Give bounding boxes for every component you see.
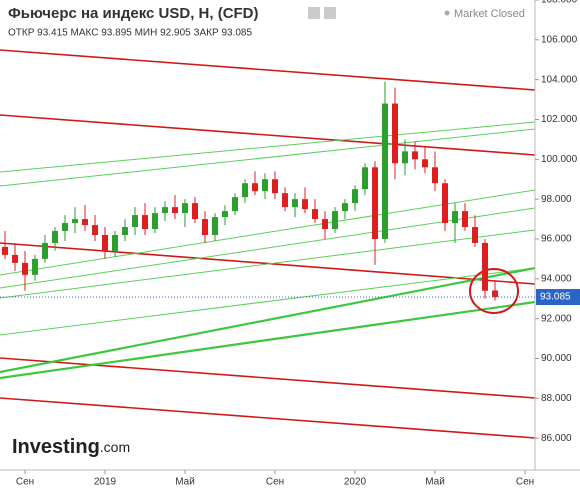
candle-body [392,103,398,164]
candle-body [322,219,328,230]
market-status: Market Closed [454,8,525,20]
candle-body [122,227,128,235]
candle-body [152,213,158,230]
y-tick-label: 86.000 [541,433,572,444]
candle-body [382,103,388,239]
candle-body [42,242,48,259]
candle-body [472,227,478,243]
candle-body [452,211,458,224]
y-tick-label: 102.000 [541,114,578,125]
trend-line [0,300,536,380]
trend-line [0,128,536,187]
candle-body [192,203,198,220]
candle-body [402,151,408,164]
candle-body [442,183,448,224]
candle-body [332,211,338,230]
last-price-label: 93.085 [540,292,571,303]
ohlc-line: ОТКР 93.415 МАКС 93.895 МИН 92.905 ЗАКР … [8,28,252,39]
candle-body [12,254,18,263]
trend-line [0,121,536,173]
candle-body [2,246,8,255]
candle-body [52,231,58,243]
candle-body [202,219,208,235]
candle-body [232,197,238,212]
x-tick-label: Сен [266,477,284,488]
candle-body [242,183,248,198]
candle-body [22,262,28,275]
y-tick-label: 92.000 [541,313,572,324]
settings-icon[interactable] [308,7,320,19]
candle-body [32,258,38,275]
candle-body [222,211,228,218]
candle-body [102,234,108,251]
trend-line [0,397,536,439]
y-tick-label: 88.000 [541,393,572,404]
candle-body [462,211,468,228]
x-tick-label: Сен [516,477,534,488]
highlight-circle [469,268,519,314]
candle-body [132,215,138,228]
candle-body [282,193,288,208]
candle-body [352,189,358,204]
candle-body [142,215,148,230]
x-tick-label: Май [175,477,195,488]
trend-line [0,266,536,374]
candle-body [302,199,308,210]
y-tick-label: 96.000 [541,234,572,245]
y-tick-label: 108.000 [541,0,578,6]
candle-body [372,167,378,239]
logo-name: Investing [12,436,100,458]
status-dot [444,10,450,16]
candle-body [312,209,318,220]
candle-body [252,183,258,192]
candle-body [162,207,168,214]
candle-body [92,225,98,235]
logo-suffix: .com [100,439,130,455]
candle-body [212,217,218,235]
trend-line [0,114,536,156]
x-tick-label: 2020 [344,477,367,488]
title: Фьючерс на индекс USD, H, (CFD) [8,5,259,22]
candle-body [182,203,188,214]
candle-body [72,219,78,224]
y-tick-label: 94.000 [541,273,572,284]
y-tick-label: 106.000 [541,34,578,45]
x-tick-label: Май [425,477,445,488]
logo: Investing.com [12,436,130,458]
candle-body [292,199,298,208]
candle-body [482,242,488,291]
last-price-box [536,289,580,306]
y-tick-label: 90.000 [541,353,572,364]
candle-body [82,219,88,226]
x-tick-label: 2019 [94,477,117,488]
candle-body [62,223,68,232]
candle-body [272,179,278,194]
trend-line [0,229,536,299]
trend-line [0,49,536,91]
candle-body [172,207,178,214]
y-tick-label: 98.000 [541,194,572,205]
candle-body [112,234,118,251]
candle-body [422,159,428,168]
candle-body [362,167,368,190]
candle-body [262,179,268,192]
candle-body [432,167,438,184]
candle-body [492,290,498,298]
trend-line [0,267,536,336]
y-tick-label: 100.000 [541,154,578,165]
candle-body [412,151,418,160]
x-tick-label: Сен [16,477,34,488]
trend-lines [0,49,536,439]
close-icon[interactable] [324,7,336,19]
candle-body [342,203,348,212]
y-tick-label: 104.000 [541,74,578,85]
